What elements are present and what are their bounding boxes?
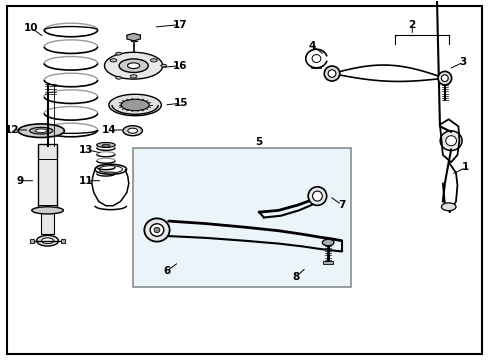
Ellipse shape [127, 63, 140, 68]
Text: 14: 14 [102, 125, 117, 135]
Text: 7: 7 [337, 200, 345, 210]
Ellipse shape [161, 64, 166, 67]
Ellipse shape [37, 235, 59, 246]
Ellipse shape [324, 66, 339, 81]
Text: 9: 9 [16, 176, 23, 186]
Text: 2: 2 [408, 19, 415, 30]
Text: 3: 3 [459, 57, 466, 67]
Ellipse shape [127, 128, 137, 133]
Ellipse shape [307, 187, 326, 205]
Ellipse shape [102, 144, 110, 147]
Ellipse shape [110, 59, 117, 62]
Ellipse shape [150, 59, 157, 62]
Ellipse shape [445, 136, 456, 146]
Text: 4: 4 [308, 41, 316, 51]
Ellipse shape [130, 75, 137, 78]
Ellipse shape [35, 129, 47, 132]
Ellipse shape [116, 76, 121, 79]
Bar [132, 148, 351, 287]
Text: 15: 15 [174, 98, 188, 108]
Ellipse shape [104, 52, 163, 79]
Bar [323, 261, 332, 264]
Ellipse shape [32, 207, 63, 214]
Bar [61, 239, 65, 243]
Ellipse shape [119, 59, 148, 72]
Ellipse shape [439, 131, 461, 150]
Polygon shape [127, 33, 140, 41]
Ellipse shape [327, 70, 335, 77]
Text: 1: 1 [461, 162, 468, 172]
Ellipse shape [97, 143, 115, 148]
Text: 16: 16 [173, 61, 187, 71]
Ellipse shape [437, 71, 451, 85]
Text: 13: 13 [79, 145, 94, 155]
Ellipse shape [121, 99, 149, 111]
Ellipse shape [109, 94, 161, 116]
Text: 5: 5 [255, 138, 262, 148]
Ellipse shape [154, 227, 160, 233]
Ellipse shape [150, 224, 163, 236]
Ellipse shape [122, 126, 142, 136]
Text: 10: 10 [24, 23, 39, 33]
Ellipse shape [312, 191, 322, 201]
Text: 17: 17 [173, 19, 187, 30]
Ellipse shape [144, 219, 169, 242]
Ellipse shape [30, 127, 53, 134]
Text: 6: 6 [163, 266, 170, 276]
Text: 11: 11 [79, 176, 94, 186]
Bar [41, 209, 54, 234]
Ellipse shape [18, 124, 64, 138]
Ellipse shape [41, 238, 54, 244]
Ellipse shape [441, 75, 447, 82]
Bar [30, 239, 34, 243]
Text: 12: 12 [5, 125, 20, 135]
Bar [38, 144, 57, 210]
Ellipse shape [322, 239, 333, 246]
Ellipse shape [116, 52, 121, 55]
Ellipse shape [441, 203, 455, 211]
Text: 8: 8 [291, 272, 299, 282]
